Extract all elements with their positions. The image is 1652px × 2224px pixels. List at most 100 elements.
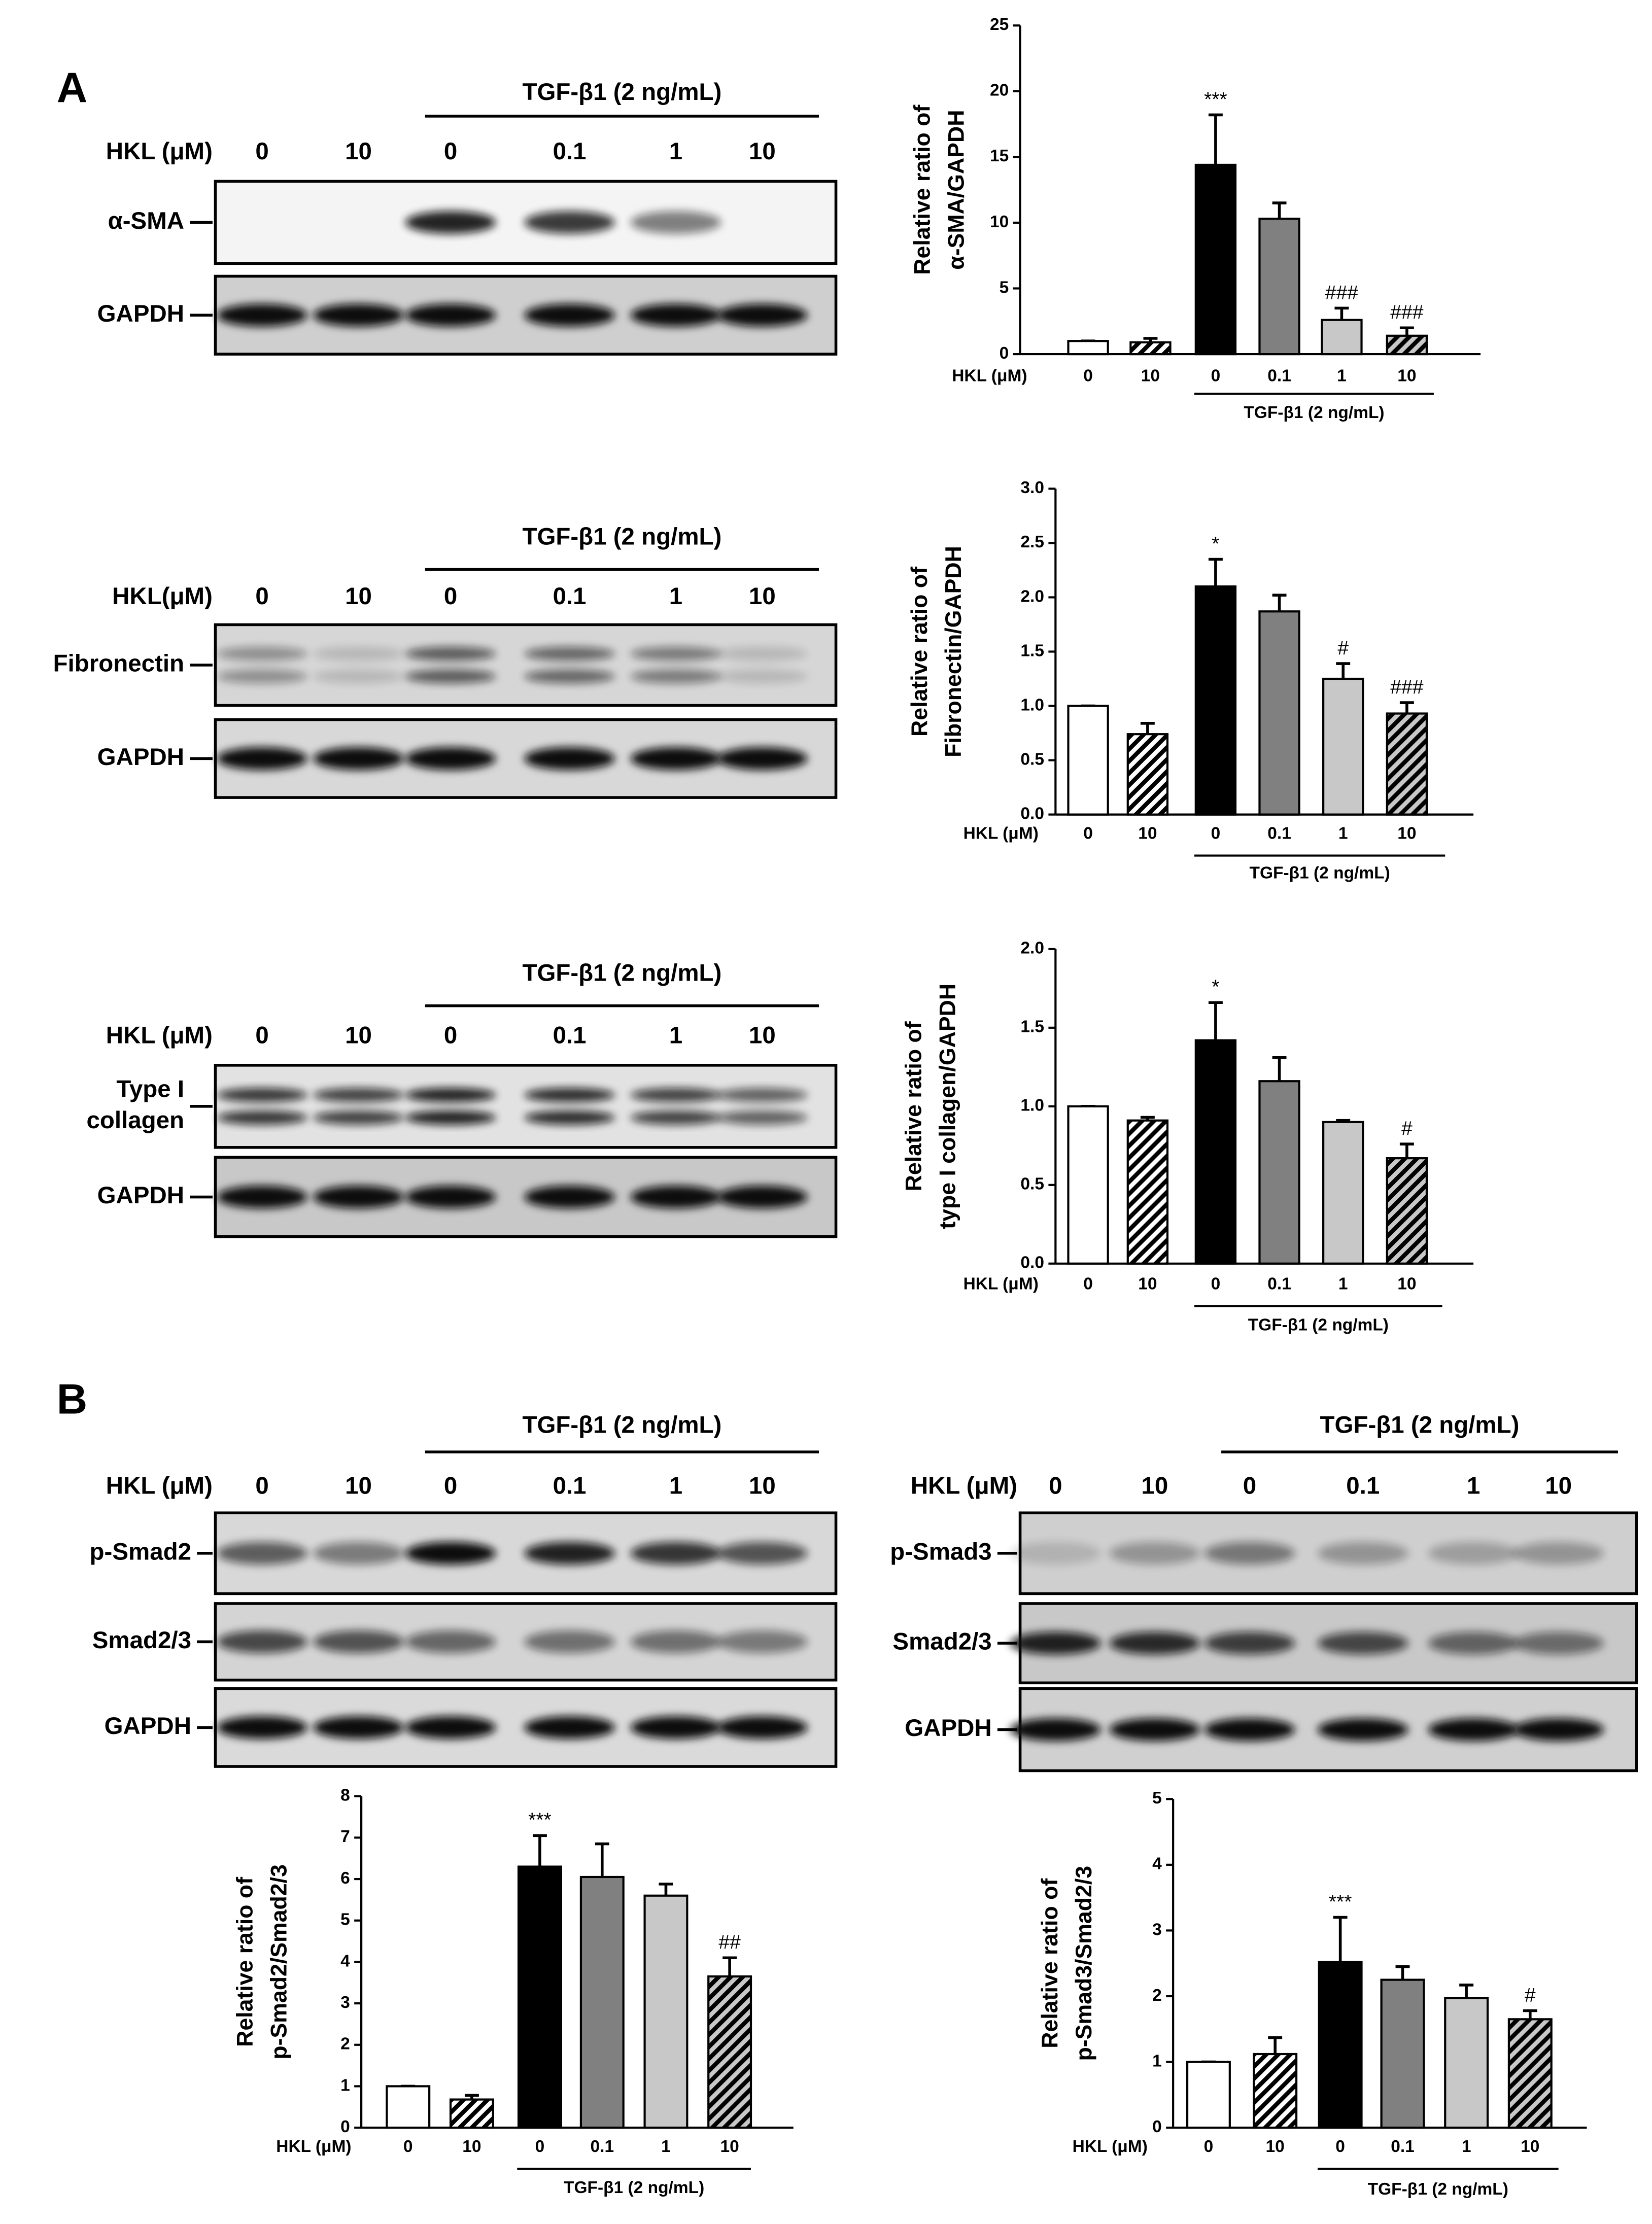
band	[716, 747, 808, 770]
band	[405, 1110, 496, 1125]
lane-label: 10	[749, 138, 776, 165]
y-axis-label: type I collagen/GAPDH	[936, 984, 960, 1229]
band	[313, 1088, 404, 1102]
lane-label: 10	[1141, 1473, 1168, 1500]
y-tick-label: 2	[340, 2035, 350, 2054]
lane-label: 0	[255, 1473, 268, 1500]
band	[524, 1088, 615, 1102]
group-label: TGF-β1 (2 ng/mL)	[1244, 403, 1384, 422]
band	[1010, 1631, 1101, 1655]
y-tick-label: 7	[340, 1827, 350, 1846]
group-label: TGF-β1 (2 ng/mL)	[1248, 1315, 1389, 1334]
x-tick-label: 0.1	[1391, 2137, 1415, 2156]
lane-label: 0	[444, 138, 457, 165]
y-axis-label: α-SMA/GAPDH	[944, 110, 969, 270]
annotation: *	[1212, 533, 1219, 555]
bar	[386, 2085, 431, 2129]
y-tick-label: 2.0	[1020, 587, 1044, 606]
x-tick-label: 10	[1266, 2137, 1285, 2156]
blot-title: TGF-β1 (2 ng/mL)	[522, 524, 721, 550]
band	[405, 1630, 496, 1653]
band	[630, 669, 721, 684]
x-axis-label: HKL (μM)	[963, 1275, 1039, 1294]
y-tick-label: 3	[340, 1993, 350, 2012]
y-tick-label: 0	[1000, 344, 1009, 363]
lane-label: 0	[444, 1022, 457, 1049]
y-tick-label: 1.0	[1020, 696, 1044, 714]
bar	[1194, 163, 1237, 356]
band	[524, 1186, 615, 1208]
y-tick-label: 0.5	[1020, 750, 1044, 769]
band	[313, 1542, 404, 1565]
bar	[1380, 1978, 1425, 2129]
row-label: GAPDH	[97, 300, 184, 327]
bar	[1186, 2061, 1231, 2129]
x-tick-label: 10	[462, 2137, 481, 2156]
y-axis-label: Relative ratio of	[902, 1021, 926, 1191]
band	[630, 303, 721, 327]
band	[313, 303, 404, 327]
annotation: *	[1212, 977, 1219, 998]
lane-label: 0	[255, 138, 268, 165]
band	[524, 646, 615, 661]
bar	[1322, 677, 1364, 816]
lane-label: 0	[255, 583, 268, 610]
band	[524, 669, 615, 684]
band	[217, 1110, 307, 1125]
bar	[1318, 1961, 1363, 2129]
y-axis-label: p-Smad3/Smad2/3	[1072, 1866, 1096, 2061]
row-label: Smad2/3	[92, 1627, 191, 1654]
annotation: #	[1401, 1118, 1413, 1140]
band	[630, 1542, 721, 1565]
x-tick-label: 10	[1397, 1275, 1416, 1294]
y-tick-label: 1	[340, 2076, 350, 2095]
y-tick-label: 4	[1152, 1855, 1162, 1873]
x-tick-label: 0	[1211, 824, 1221, 843]
y-tick-label: 0.5	[1020, 1175, 1044, 1194]
band	[1428, 1631, 1519, 1655]
lane-label: 0.1	[553, 138, 587, 165]
band	[716, 669, 808, 684]
row-label: Type I	[116, 1076, 184, 1103]
y-tick-label: 25	[990, 15, 1009, 34]
lane-label: 0	[1049, 1473, 1062, 1500]
x-axis-label: HKL (μM)	[963, 824, 1039, 843]
lane-label: 10	[749, 583, 776, 610]
y-tick-label: 1	[1152, 2052, 1162, 2070]
band	[217, 1186, 307, 1208]
lane-label: 10	[345, 1473, 372, 1500]
group-label: TGF-β1 (2 ng/mL)	[564, 2178, 704, 2197]
band	[405, 303, 496, 327]
band	[217, 303, 307, 327]
x-tick-label: 0.1	[591, 2137, 614, 2156]
band	[524, 1542, 615, 1565]
band	[1317, 1631, 1408, 1655]
bar	[643, 1894, 689, 2129]
lane-label: 0.1	[553, 583, 587, 610]
band	[630, 1186, 721, 1208]
x-tick-label: 0	[1204, 2137, 1214, 2156]
band	[405, 1186, 496, 1208]
x-tick-label: 1	[1338, 824, 1348, 843]
x-axis-label: HKL (μM)	[1073, 2137, 1148, 2156]
bar	[1253, 2053, 1298, 2129]
band	[313, 1716, 404, 1739]
band	[630, 646, 721, 661]
annotation: ###	[1390, 302, 1423, 324]
band	[716, 1716, 808, 1739]
band	[405, 1542, 496, 1565]
band	[630, 1110, 721, 1125]
x-axis-label: HKL (μM)	[952, 367, 1027, 386]
annotation: ###	[1390, 677, 1423, 699]
band	[630, 1630, 721, 1653]
band	[1317, 1542, 1408, 1565]
band	[217, 646, 307, 661]
lane-label: 0	[255, 1022, 268, 1049]
y-axis-label: p-Smad2/Smad2/3	[267, 1864, 292, 2060]
blot-title: TGF-β1 (2 ng/mL)	[522, 79, 721, 106]
band	[1317, 1718, 1408, 1741]
bar	[1067, 1105, 1109, 1265]
bar	[1194, 1039, 1237, 1265]
bar	[1258, 610, 1300, 816]
band	[313, 646, 404, 661]
